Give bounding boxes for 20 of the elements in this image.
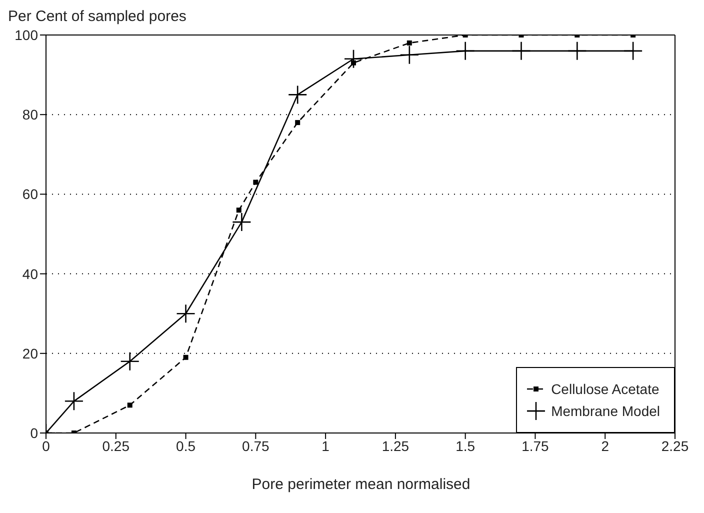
x-tick-label: 0.25	[102, 438, 130, 454]
legend-label: Cellulose Acetate	[551, 381, 660, 397]
x-tick-label: 2	[601, 438, 610, 454]
x-tick-label: 0.5	[176, 438, 196, 454]
y-axis-title: Per Cent of sampled pores	[8, 8, 186, 25]
y-tick-label: 0	[30, 424, 38, 441]
y-tick-label: 60	[22, 186, 38, 202]
x-tick-label: 0.75	[242, 438, 270, 454]
x-tick-label: 1.75	[522, 438, 550, 454]
y-tick-label: 80	[22, 106, 38, 123]
x-axis-title: Pore perimeter mean normalised	[250, 476, 472, 493]
x-tick-label: 1.25	[382, 438, 410, 454]
x-tick-label: 2.25	[661, 438, 689, 454]
y-tick-label: 20	[22, 345, 38, 362]
legend-label: Membrane Model	[551, 403, 660, 419]
x-tick-label: 1.5	[456, 438, 476, 454]
x-tick-label: 1	[322, 438, 330, 454]
y-tick-label: 40	[22, 266, 38, 282]
y-tick-label: 100	[14, 26, 38, 43]
x-tick-label: 0	[42, 438, 50, 454]
